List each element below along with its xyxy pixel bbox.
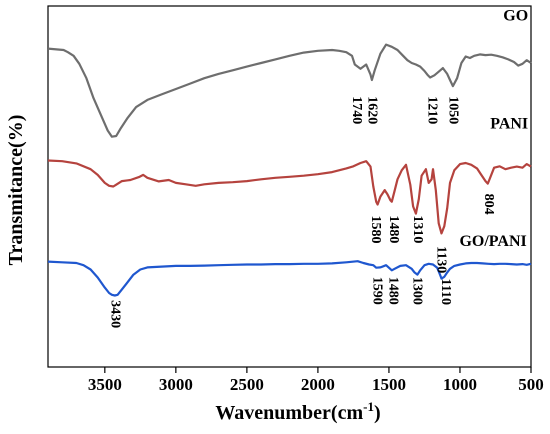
peak-label: 1620 (365, 96, 380, 124)
x-tick-label: 1500 (372, 375, 406, 394)
series-label: GO (503, 7, 528, 24)
x-tick-label: 500 (518, 375, 544, 394)
peak-label: 1300 (409, 277, 424, 305)
series-line-pani (47, 159, 532, 235)
series-group (47, 43, 532, 297)
x-tick-label: 1000 (443, 375, 477, 394)
series-line-go (47, 43, 532, 138)
peak-label: 1310 (410, 215, 425, 243)
series-label: GO/PANI (459, 233, 526, 250)
x-tick-label: 2000 (301, 375, 335, 394)
x-tick-label: 2500 (230, 375, 264, 394)
peak-label: 804 (481, 194, 496, 215)
peak-label: 1110 (438, 279, 453, 305)
peak-label: 1480 (385, 277, 400, 305)
peak-label: 3430 (108, 300, 123, 328)
series-line-go-pani (47, 260, 532, 297)
peak-label: 1130 (434, 246, 449, 273)
y-axis-label: Transmitance(%) (5, 115, 27, 266)
peak-label: 1050 (446, 96, 461, 124)
x-axis-label: Wavenumber(cm-1) (215, 399, 380, 424)
x-tick-label: 3500 (88, 375, 122, 394)
x-axis-ticks: 3500 3000 2500 2000 1500 1000 500 (88, 367, 544, 394)
plot-frame (47, 5, 532, 368)
peak-label: 1480 (386, 215, 401, 243)
peak-label: 1590 (370, 277, 385, 305)
peak-label: 1740 (349, 96, 364, 124)
peak-label: 1580 (368, 215, 383, 243)
peak-label: 1210 (424, 96, 439, 124)
series-label: PANI (490, 116, 528, 133)
x-tick-label: 3000 (159, 375, 193, 394)
